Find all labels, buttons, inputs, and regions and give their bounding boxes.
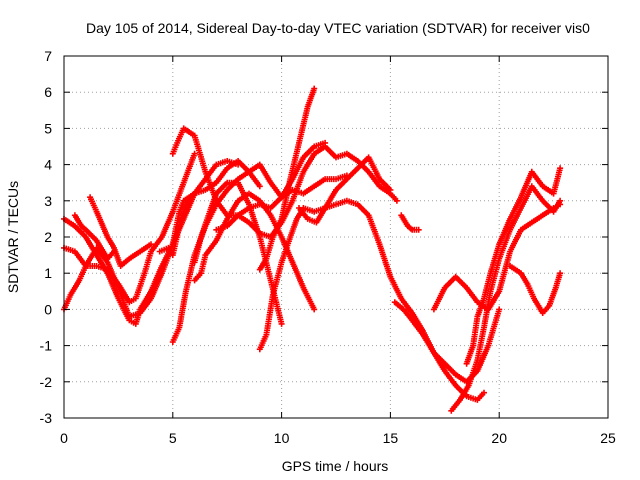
series-track-5 bbox=[87, 194, 154, 269]
y-tick-label: 5 bbox=[44, 120, 52, 136]
series-track-4 bbox=[71, 212, 117, 262]
series-track-18 bbox=[448, 183, 564, 414]
grid-lines bbox=[64, 56, 608, 418]
x-axis-label: GPS time / hours bbox=[282, 458, 389, 474]
y-tick-label: 0 bbox=[44, 301, 52, 317]
series-track-13 bbox=[256, 85, 318, 273]
series-track-12 bbox=[256, 154, 394, 353]
y-tick-label: 3 bbox=[44, 193, 52, 209]
series-track-19 bbox=[463, 165, 564, 367]
series-track-17 bbox=[430, 201, 564, 313]
x-tick-labels: 0 5 10 15 20 25 bbox=[60, 430, 616, 446]
y-tick-label: 7 bbox=[44, 48, 52, 64]
y-tick-label: 2 bbox=[44, 229, 52, 245]
x-tick-label: 5 bbox=[169, 430, 177, 446]
y-tick-label: -2 bbox=[40, 374, 53, 390]
y-tick-labels: -3 -2 -1 0 1 2 3 4 5 6 7 bbox=[40, 48, 53, 426]
chart-title: Day 105 of 2014, Sidereal Day-to-day VTE… bbox=[86, 20, 590, 36]
x-tick-label: 15 bbox=[383, 430, 399, 446]
series-track-20 bbox=[507, 263, 564, 316]
x-tick-label: 25 bbox=[600, 430, 616, 446]
series-track-15 bbox=[398, 212, 422, 233]
x-tick-label: 0 bbox=[60, 430, 68, 446]
y-tick-label: -1 bbox=[40, 338, 53, 354]
y-tick-label: 1 bbox=[44, 265, 52, 281]
series-track-9 bbox=[191, 190, 318, 313]
y-tick-label: 4 bbox=[44, 157, 52, 173]
series-track-16 bbox=[391, 299, 503, 385]
data-series bbox=[61, 85, 564, 414]
y-tick-label: -3 bbox=[40, 410, 53, 426]
y-tick-label: 6 bbox=[44, 84, 52, 100]
x-tick-label: 20 bbox=[491, 430, 507, 446]
x-tick-label: 10 bbox=[274, 430, 290, 446]
series-track-6 bbox=[156, 190, 198, 259]
y-axis-label: SDTVAR / TECUs bbox=[5, 181, 21, 293]
axis-ticks bbox=[63, 55, 609, 419]
series-track-14 bbox=[296, 197, 487, 403]
